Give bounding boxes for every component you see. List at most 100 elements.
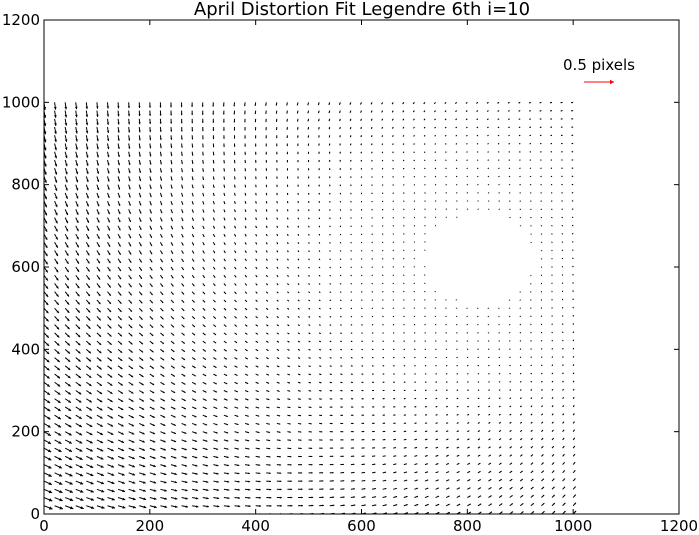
arrow-head xyxy=(67,375,71,379)
vector-arrow xyxy=(107,299,112,305)
vector-arrow xyxy=(54,143,57,151)
arrow-head xyxy=(87,310,91,313)
vector-arrow xyxy=(307,176,310,179)
arrow-head xyxy=(78,416,82,419)
arrow-head xyxy=(97,179,100,182)
arrow-head xyxy=(119,326,122,329)
arrow-head xyxy=(80,506,84,510)
vector-arrow xyxy=(64,217,69,224)
vector-arrow xyxy=(96,488,105,493)
vector-arrow xyxy=(54,464,63,469)
arrow-head xyxy=(55,237,58,240)
vector-arrow xyxy=(75,348,81,354)
arrow-head xyxy=(108,285,111,288)
vector-arrow xyxy=(85,209,90,215)
arrow-head xyxy=(78,400,82,403)
vector-arrow xyxy=(372,406,375,408)
arrow-head xyxy=(58,449,62,452)
arrow-head xyxy=(76,196,79,199)
arrow-head xyxy=(120,399,124,402)
vector-arrow xyxy=(85,307,91,313)
vector-arrow xyxy=(96,143,99,150)
arrow-head xyxy=(96,155,99,158)
vector-arrow xyxy=(86,472,94,477)
arrow-head xyxy=(69,457,73,460)
arrow-head xyxy=(121,473,125,476)
vector-arrow xyxy=(96,176,100,183)
arrow-head xyxy=(96,163,99,166)
vector-arrow xyxy=(64,159,68,167)
arrow-head xyxy=(110,407,113,411)
vector-arrow xyxy=(107,242,111,248)
arrow-head xyxy=(47,432,51,436)
arrow-head xyxy=(109,318,112,321)
vector-arrow xyxy=(44,332,50,339)
arrow-head xyxy=(75,155,78,158)
vector-arrow xyxy=(64,299,70,305)
arrow-head xyxy=(108,261,111,264)
vector-arrow xyxy=(107,233,111,239)
vector-arrow xyxy=(117,447,125,452)
arrow-head xyxy=(109,375,113,378)
arrow-head xyxy=(109,359,112,362)
arrow-head xyxy=(120,383,123,386)
arrow-head xyxy=(58,481,63,485)
arrow-head xyxy=(97,204,100,207)
arrow-head xyxy=(76,269,80,272)
vector-arrow xyxy=(96,398,103,403)
vector-arrow xyxy=(54,472,63,477)
vector-arrow xyxy=(107,340,112,346)
vector-arrow xyxy=(75,390,82,395)
arrow-head xyxy=(77,326,80,329)
vector-arrow xyxy=(96,283,101,289)
arrow-head xyxy=(99,399,103,403)
arrow-head xyxy=(106,122,110,125)
vector-arrow xyxy=(286,159,289,163)
arrow-head xyxy=(107,138,110,142)
vector-arrow xyxy=(44,233,48,241)
arrow-head xyxy=(108,236,110,239)
vector-arrow xyxy=(75,357,81,362)
vector-arrow xyxy=(54,118,57,126)
arrow-head xyxy=(108,293,111,296)
arrow-head xyxy=(90,505,95,510)
arrow-head xyxy=(65,220,68,224)
vector-arrow xyxy=(372,398,375,400)
arrow-head xyxy=(77,285,80,289)
arrow-head xyxy=(88,359,92,362)
arrow-head xyxy=(48,481,52,485)
vector-arrow xyxy=(75,168,79,175)
vector-arrow xyxy=(117,332,123,337)
vector-arrow xyxy=(85,332,91,338)
vector-arrow xyxy=(107,488,115,493)
vector-arrow xyxy=(86,447,94,452)
vector-arrow xyxy=(54,414,62,420)
vector-arrow xyxy=(64,414,72,420)
vector-arrow xyxy=(107,464,115,468)
arrow-head xyxy=(54,147,57,151)
arrow-head xyxy=(57,408,61,411)
vector-arrow xyxy=(75,488,84,493)
vector-arrow xyxy=(75,414,82,420)
vector-arrow xyxy=(117,414,124,419)
arrow-head xyxy=(100,465,104,468)
arrow-head xyxy=(49,514,53,517)
arrow-head xyxy=(68,424,72,428)
arrow-head xyxy=(85,139,89,142)
vector-arrow xyxy=(64,176,68,183)
vector-arrow xyxy=(64,192,68,199)
vector-arrow xyxy=(54,192,58,200)
vector-arrow xyxy=(117,488,126,493)
vector-arrow xyxy=(65,513,67,514)
vector-arrow xyxy=(350,422,354,425)
vector-arrow xyxy=(361,422,365,425)
vector-arrow xyxy=(54,423,62,428)
vector-arrow xyxy=(64,488,74,493)
vector-arrow xyxy=(106,110,110,117)
arrow-head xyxy=(109,326,112,329)
arrow-head xyxy=(64,131,68,134)
arrow-head xyxy=(66,302,70,305)
arrow-head xyxy=(78,359,81,362)
arrow-head xyxy=(96,122,99,126)
vector-arrow xyxy=(85,118,89,126)
